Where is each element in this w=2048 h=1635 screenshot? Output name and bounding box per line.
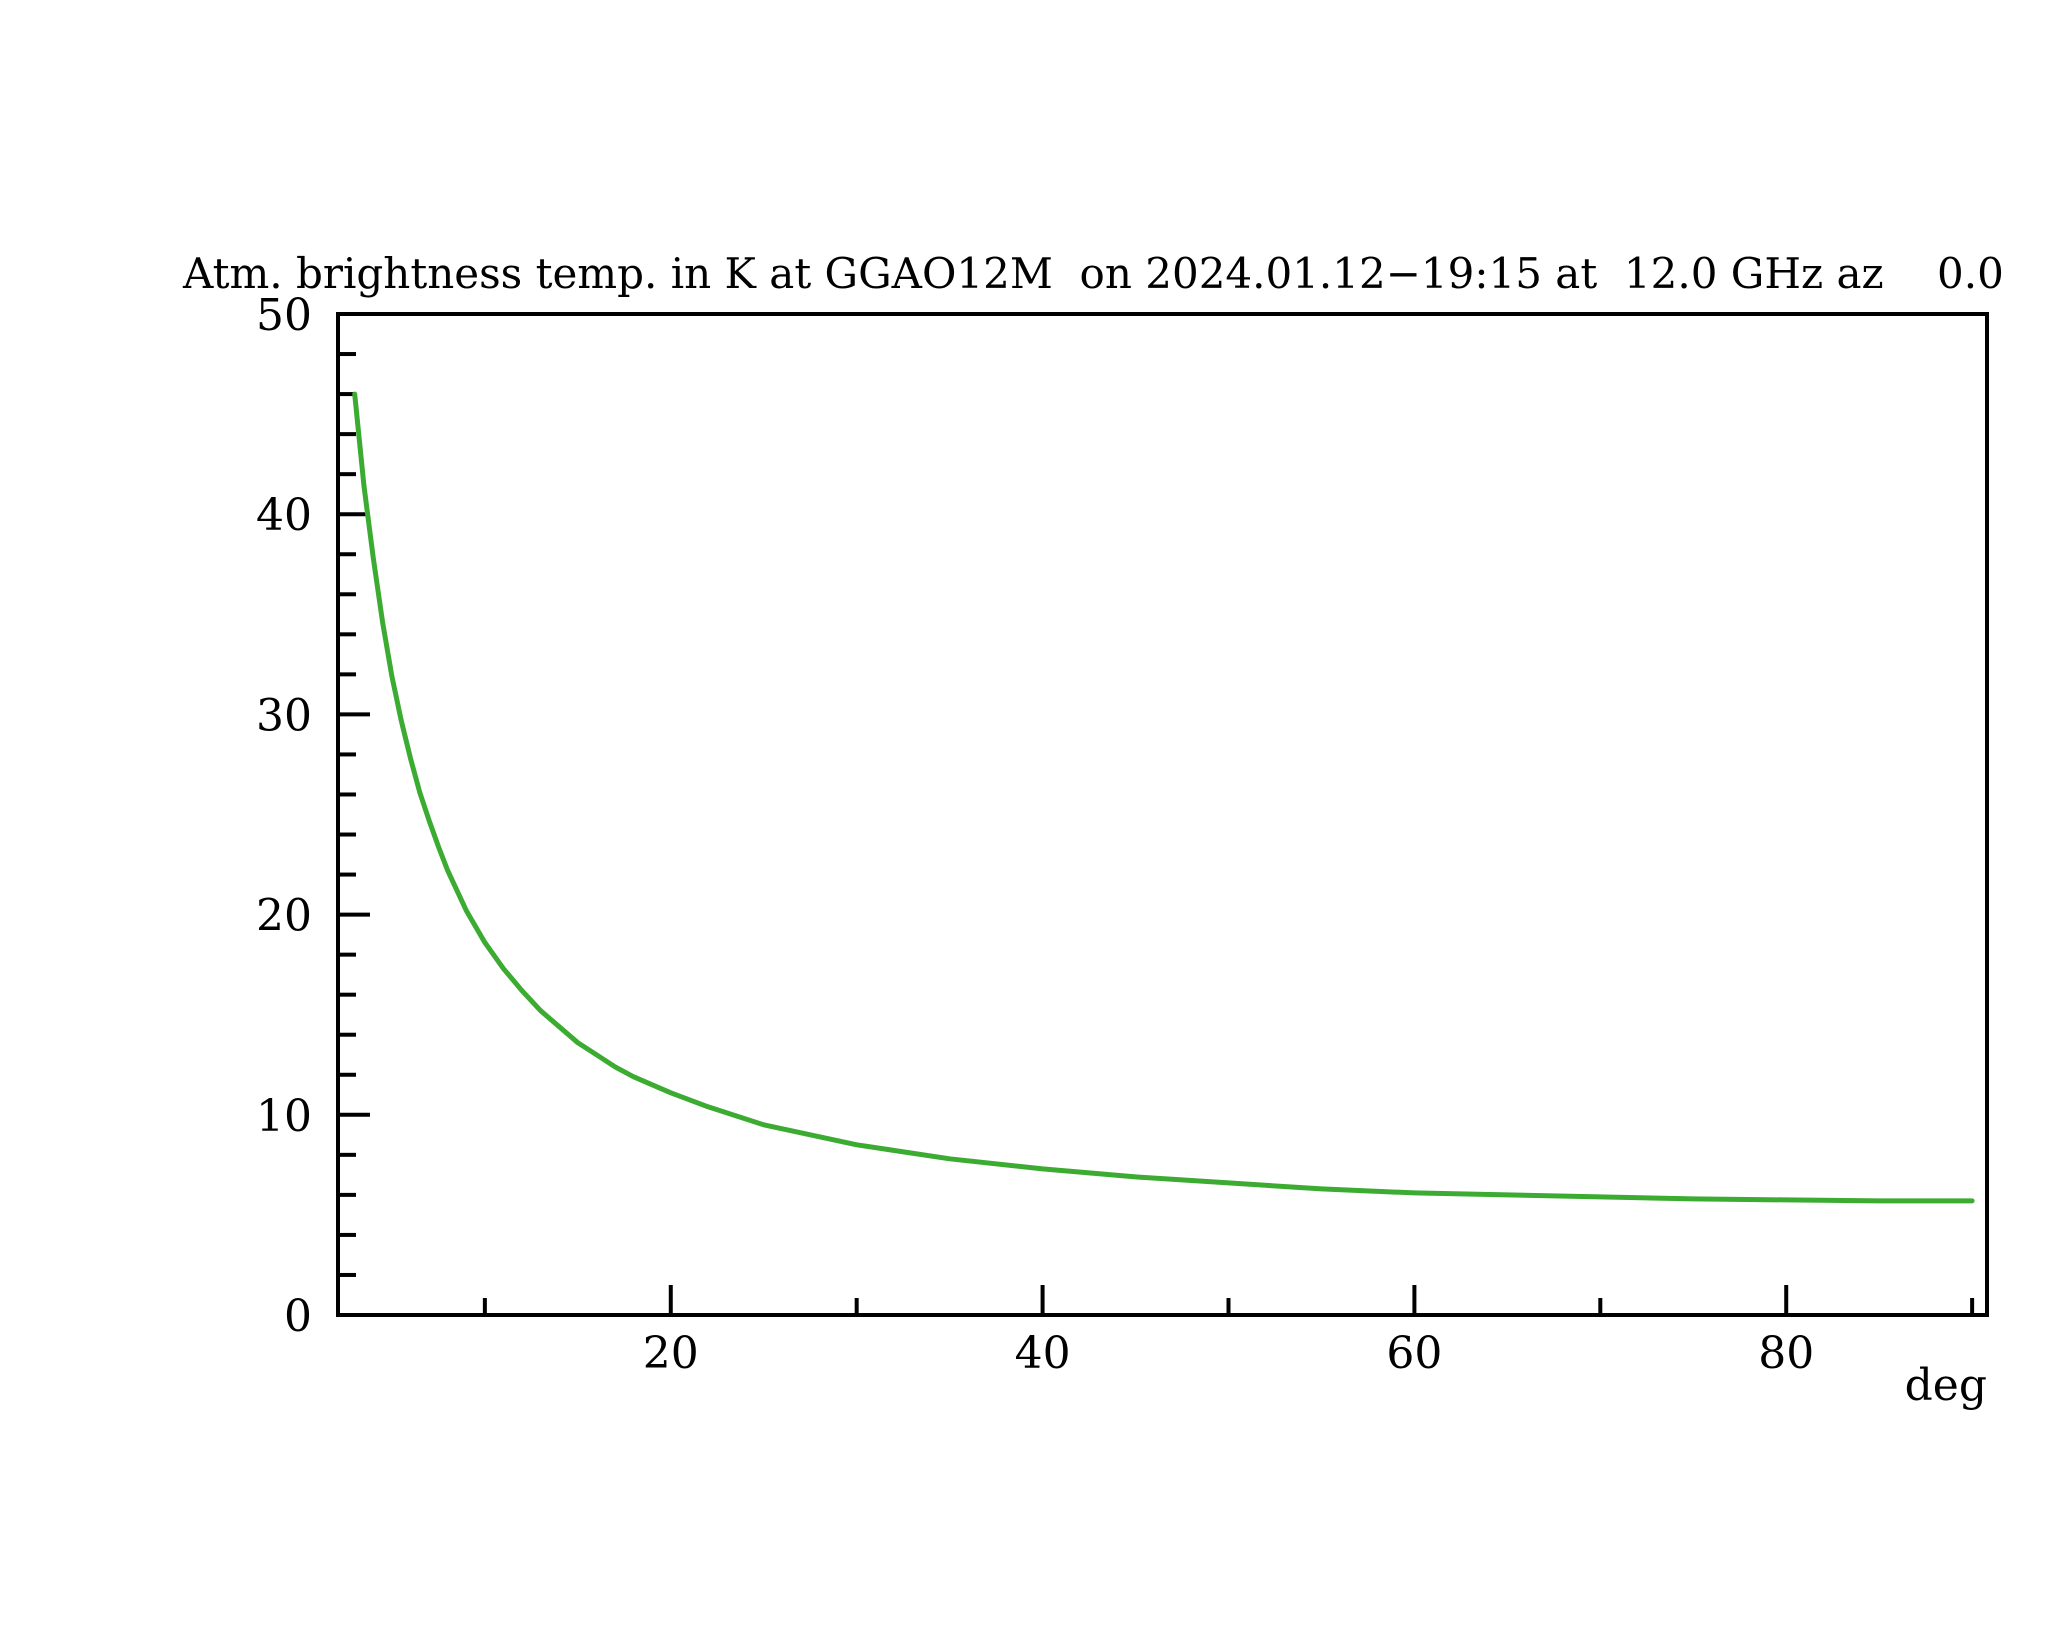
y-tick-label: 0 [284, 1291, 312, 1342]
y-axis-labels: 0 10 20 30 40 50 [256, 290, 312, 1342]
chart-title: Atm. brightness temp. in K at GGAO12M on… [182, 249, 2004, 298]
data-curve [352, 391, 1975, 1204]
x-axis-unit-label: deg [1905, 1360, 1987, 1411]
y-tick-label: 20 [256, 891, 312, 942]
y-tick-label: 50 [256, 290, 312, 341]
x-tick-label: 40 [1015, 1328, 1071, 1379]
x-tick-label: 20 [643, 1328, 699, 1379]
y-tick-label: 10 [256, 1091, 312, 1142]
x-tick-label: 60 [1386, 1328, 1442, 1379]
x-axis-labels: 20 40 60 80 [643, 1328, 1814, 1379]
y-tick-label: 40 [256, 490, 312, 541]
x-axis-ticks [482, 1285, 1975, 1313]
x-tick-label: 80 [1758, 1328, 1814, 1379]
y-tick-label: 30 [256, 690, 312, 741]
y-axis-ticks [340, 312, 370, 1317]
plot-frame [336, 312, 1989, 1317]
